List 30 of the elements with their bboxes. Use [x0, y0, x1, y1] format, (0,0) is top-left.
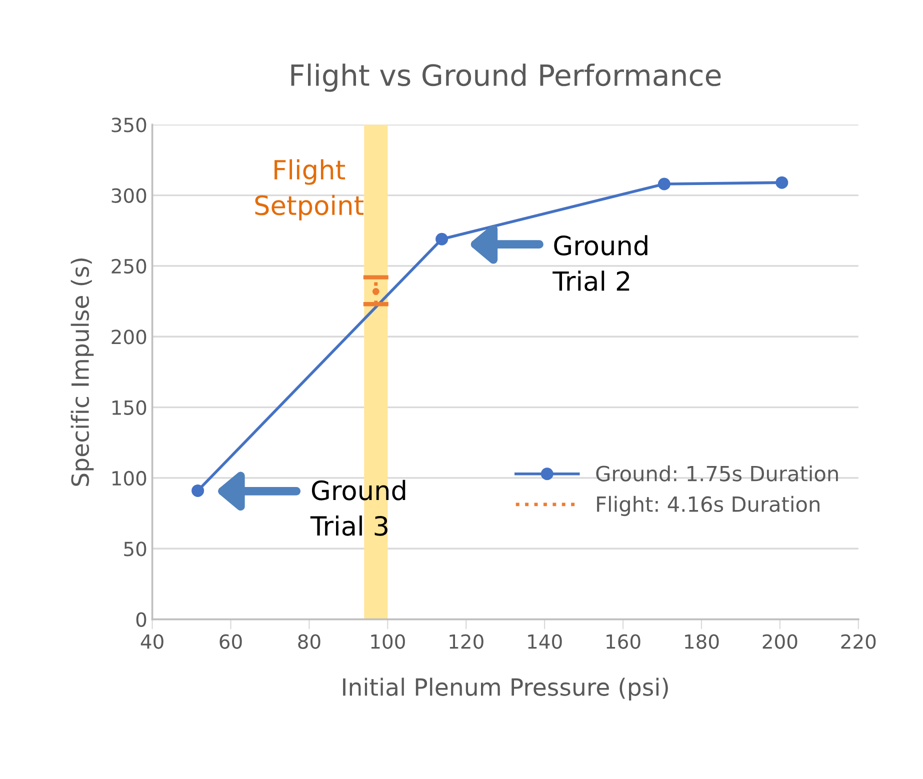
x-tick-label: 60 — [220, 634, 242, 649]
y-tick-label: 50 — [124, 542, 146, 556]
y-tick-label: 300 — [112, 188, 146, 203]
point — [776, 176, 788, 189]
y-tick-label: 0 — [136, 612, 146, 627]
x-tick-label: 120 — [450, 634, 484, 649]
legend-label: Ground: 1.75s Duration — [596, 465, 838, 482]
x-tick-label: 220 — [841, 634, 876, 649]
x-tick-label: 140 — [528, 634, 562, 649]
y-tick-label: 100 — [112, 470, 146, 486]
y-tick-label: 250 — [112, 258, 146, 274]
point — [658, 178, 670, 190]
y-tick-label: 200 — [112, 330, 146, 344]
chart-title: Flight vs Ground Performance — [291, 64, 721, 92]
legend-label: Flight: 4.16s Duration — [597, 496, 820, 516]
x-tick-label: 40 — [140, 634, 164, 649]
point — [192, 484, 204, 497]
x-tick-label: 160 — [606, 634, 640, 649]
x-tick-label: 200 — [762, 634, 798, 649]
annotation: Ground Trial 2 — [552, 235, 648, 292]
x-tick-label: 100 — [371, 634, 405, 649]
y-axis-title: Specific Impulse (s) — [70, 258, 94, 486]
annotation: Ground Trial 3 — [310, 480, 406, 536]
x-tick-label: 180 — [685, 634, 719, 649]
x-axis-title: Initial Plenum Pressure (psi) — [343, 678, 668, 701]
band-label: Flight Setpoint — [255, 159, 364, 220]
x-tick-label: 80 — [298, 634, 320, 649]
y-tick-label: 350 — [112, 118, 146, 132]
y-tick-label: 150 — [112, 400, 146, 415]
point — [436, 232, 448, 246]
